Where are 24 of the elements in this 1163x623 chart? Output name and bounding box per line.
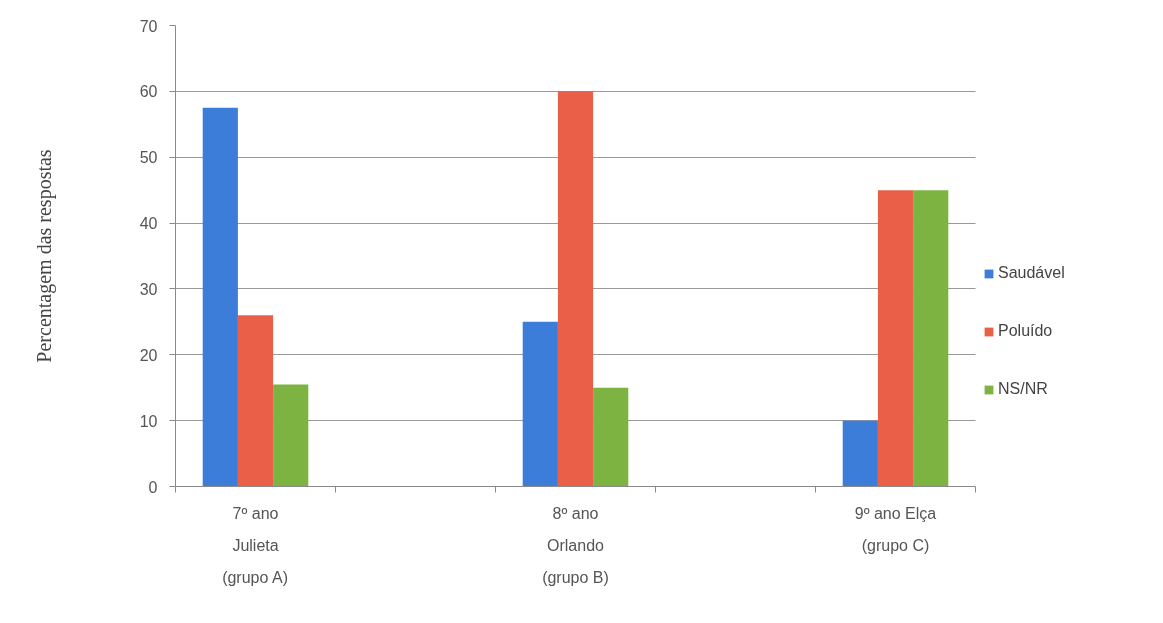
y-tick-label: 20 bbox=[139, 346, 158, 364]
bar bbox=[842, 420, 878, 487]
x-tick-label: 9º ano Elça (grupo C) bbox=[854, 504, 937, 554]
x-tick-label: 7º ano Julieta (grupo A) bbox=[222, 504, 288, 587]
bar bbox=[273, 384, 309, 487]
x-tick-label: 8º ano Orlando (grupo B) bbox=[542, 504, 609, 587]
legend-label: Saudável bbox=[998, 264, 1065, 282]
bar bbox=[237, 315, 274, 487]
bar bbox=[522, 321, 558, 487]
y-tick-label: 0 bbox=[148, 478, 158, 496]
bar bbox=[202, 107, 238, 487]
y-tick-label: 10 bbox=[139, 412, 158, 430]
y-axis-title: Percentagem das respostas bbox=[32, 149, 56, 363]
y-tick-label: 40 bbox=[139, 215, 158, 233]
y-tick-label: 30 bbox=[139, 280, 158, 298]
y-tick-label: 70 bbox=[139, 17, 158, 35]
legend-label: Poluído bbox=[998, 322, 1053, 340]
bar bbox=[877, 190, 914, 487]
y-tick-label: 50 bbox=[139, 149, 158, 167]
y-tick-label: 60 bbox=[139, 83, 158, 101]
bar bbox=[593, 387, 629, 487]
bar bbox=[557, 91, 594, 487]
bar bbox=[913, 190, 949, 487]
legend-label: NS/NR bbox=[998, 380, 1048, 398]
